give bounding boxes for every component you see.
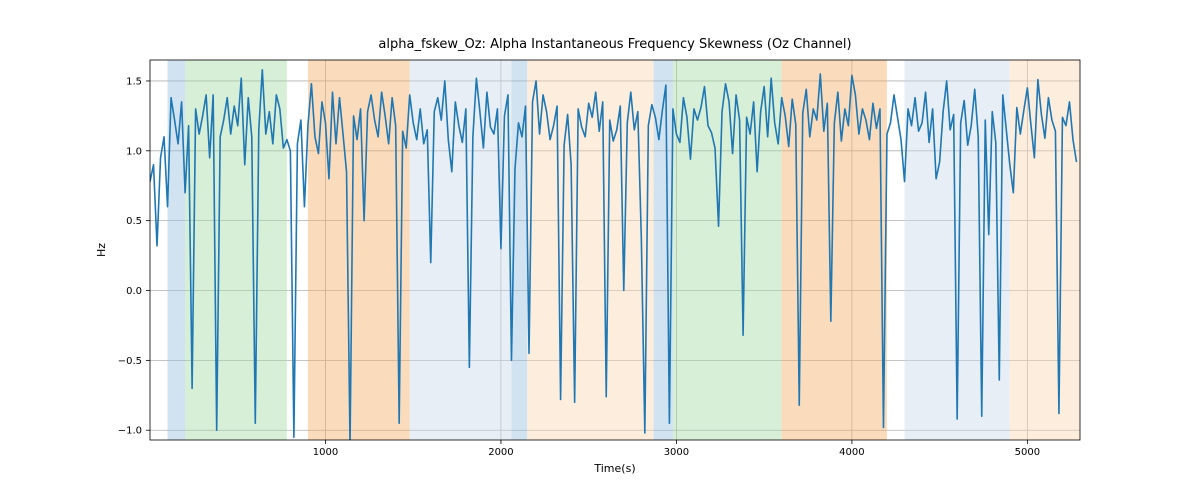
chart-container: 1000 2000 3000 4000 5000 −1.0 −0.5 0.0 0.5 1.0 1.… [0,0,1200,500]
ytick-label: 1.0 [126,146,142,157]
ytick-label: 1.5 [126,76,142,87]
region [527,60,653,440]
x-axis-label: Time(s) [593,462,635,475]
x-axis-ticks: 1000 2000 3000 4000 5000 [313,440,1040,458]
xtick-label: 5000 [1015,447,1040,458]
xtick-label: 1000 [313,447,338,458]
region [673,60,782,440]
xtick-label: 2000 [488,447,513,458]
ytick-label: 0.5 [126,216,142,227]
ytick-label: −1.0 [118,426,142,437]
ytick-label: 0.0 [126,286,142,297]
chart-svg: 1000 2000 3000 4000 5000 −1.0 −0.5 0.0 0.5 1.0 1.… [0,0,1200,500]
y-axis-label: Hz [95,243,108,257]
chart-title: alpha_fskew_Oz: Alpha Instantaneous Freq… [378,37,851,52]
y-axis-ticks: −1.0 −0.5 0.0 0.5 1.0 1.5 [118,76,150,436]
xtick-label: 4000 [839,447,864,458]
ytick-label: −0.5 [118,356,142,367]
region [1010,60,1080,440]
xtick-label: 3000 [664,447,689,458]
